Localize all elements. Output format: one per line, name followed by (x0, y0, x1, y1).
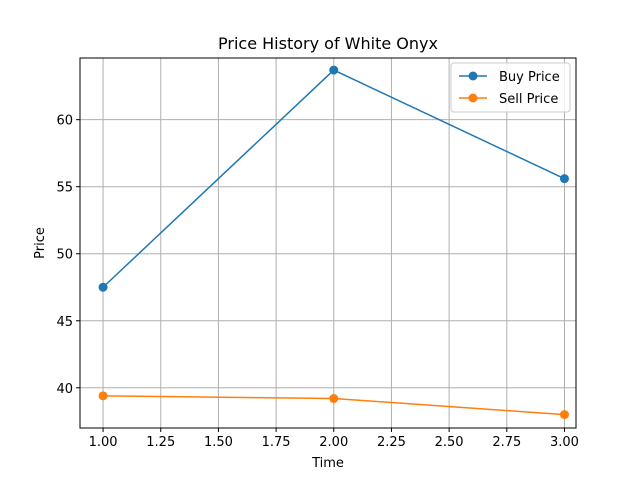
legend-marker-buy (468, 71, 478, 81)
x-axis-ticks: 1.00 1.25 1.50 1.75 2.00 2.25 2.50 2.75 3.00 (89, 428, 579, 450)
series-layer (98, 65, 569, 420)
x-tick-label: 1.00 (89, 435, 118, 450)
data-point-sell-price (559, 410, 569, 420)
x-tick-label: 1.75 (262, 435, 291, 450)
grid-lines (80, 58, 576, 428)
legend-label-buy: Buy Price (499, 70, 560, 85)
chart-title: Price History of White Onyx (218, 34, 438, 53)
y-tick-label: 60 (56, 114, 73, 129)
x-tick-label: 1.50 (204, 435, 233, 450)
x-tick-label: 2.00 (319, 435, 348, 450)
data-point-sell-price (329, 394, 339, 404)
y-tick-label: 40 (56, 382, 73, 397)
legend-marker-sell (468, 93, 478, 103)
y-axis-ticks: 40 45 50 55 60 (56, 114, 80, 397)
series-buy-price (98, 65, 569, 292)
x-tick-label: 3.00 (550, 435, 579, 450)
data-point-sell-price (98, 391, 108, 401)
x-tick-label: 1.25 (146, 435, 175, 450)
y-tick-label: 45 (56, 315, 73, 330)
x-axis-label: Time (311, 456, 344, 471)
x-tick-label: 2.25 (377, 435, 406, 450)
series-sell-price (98, 391, 569, 420)
y-tick-label: 50 (56, 248, 73, 263)
legend-label-sell: Sell Price (499, 92, 558, 107)
legend: Buy Price Sell Price (450, 62, 571, 113)
data-point-buy-price (98, 282, 108, 292)
x-tick-label: 2.75 (492, 435, 521, 450)
data-point-buy-price (329, 65, 339, 75)
plot-frame (79, 57, 577, 429)
y-tick-label: 55 (56, 181, 73, 196)
x-tick-label: 2.50 (435, 435, 464, 450)
y-axis-label: Price (33, 227, 48, 259)
data-point-buy-price (559, 174, 569, 184)
